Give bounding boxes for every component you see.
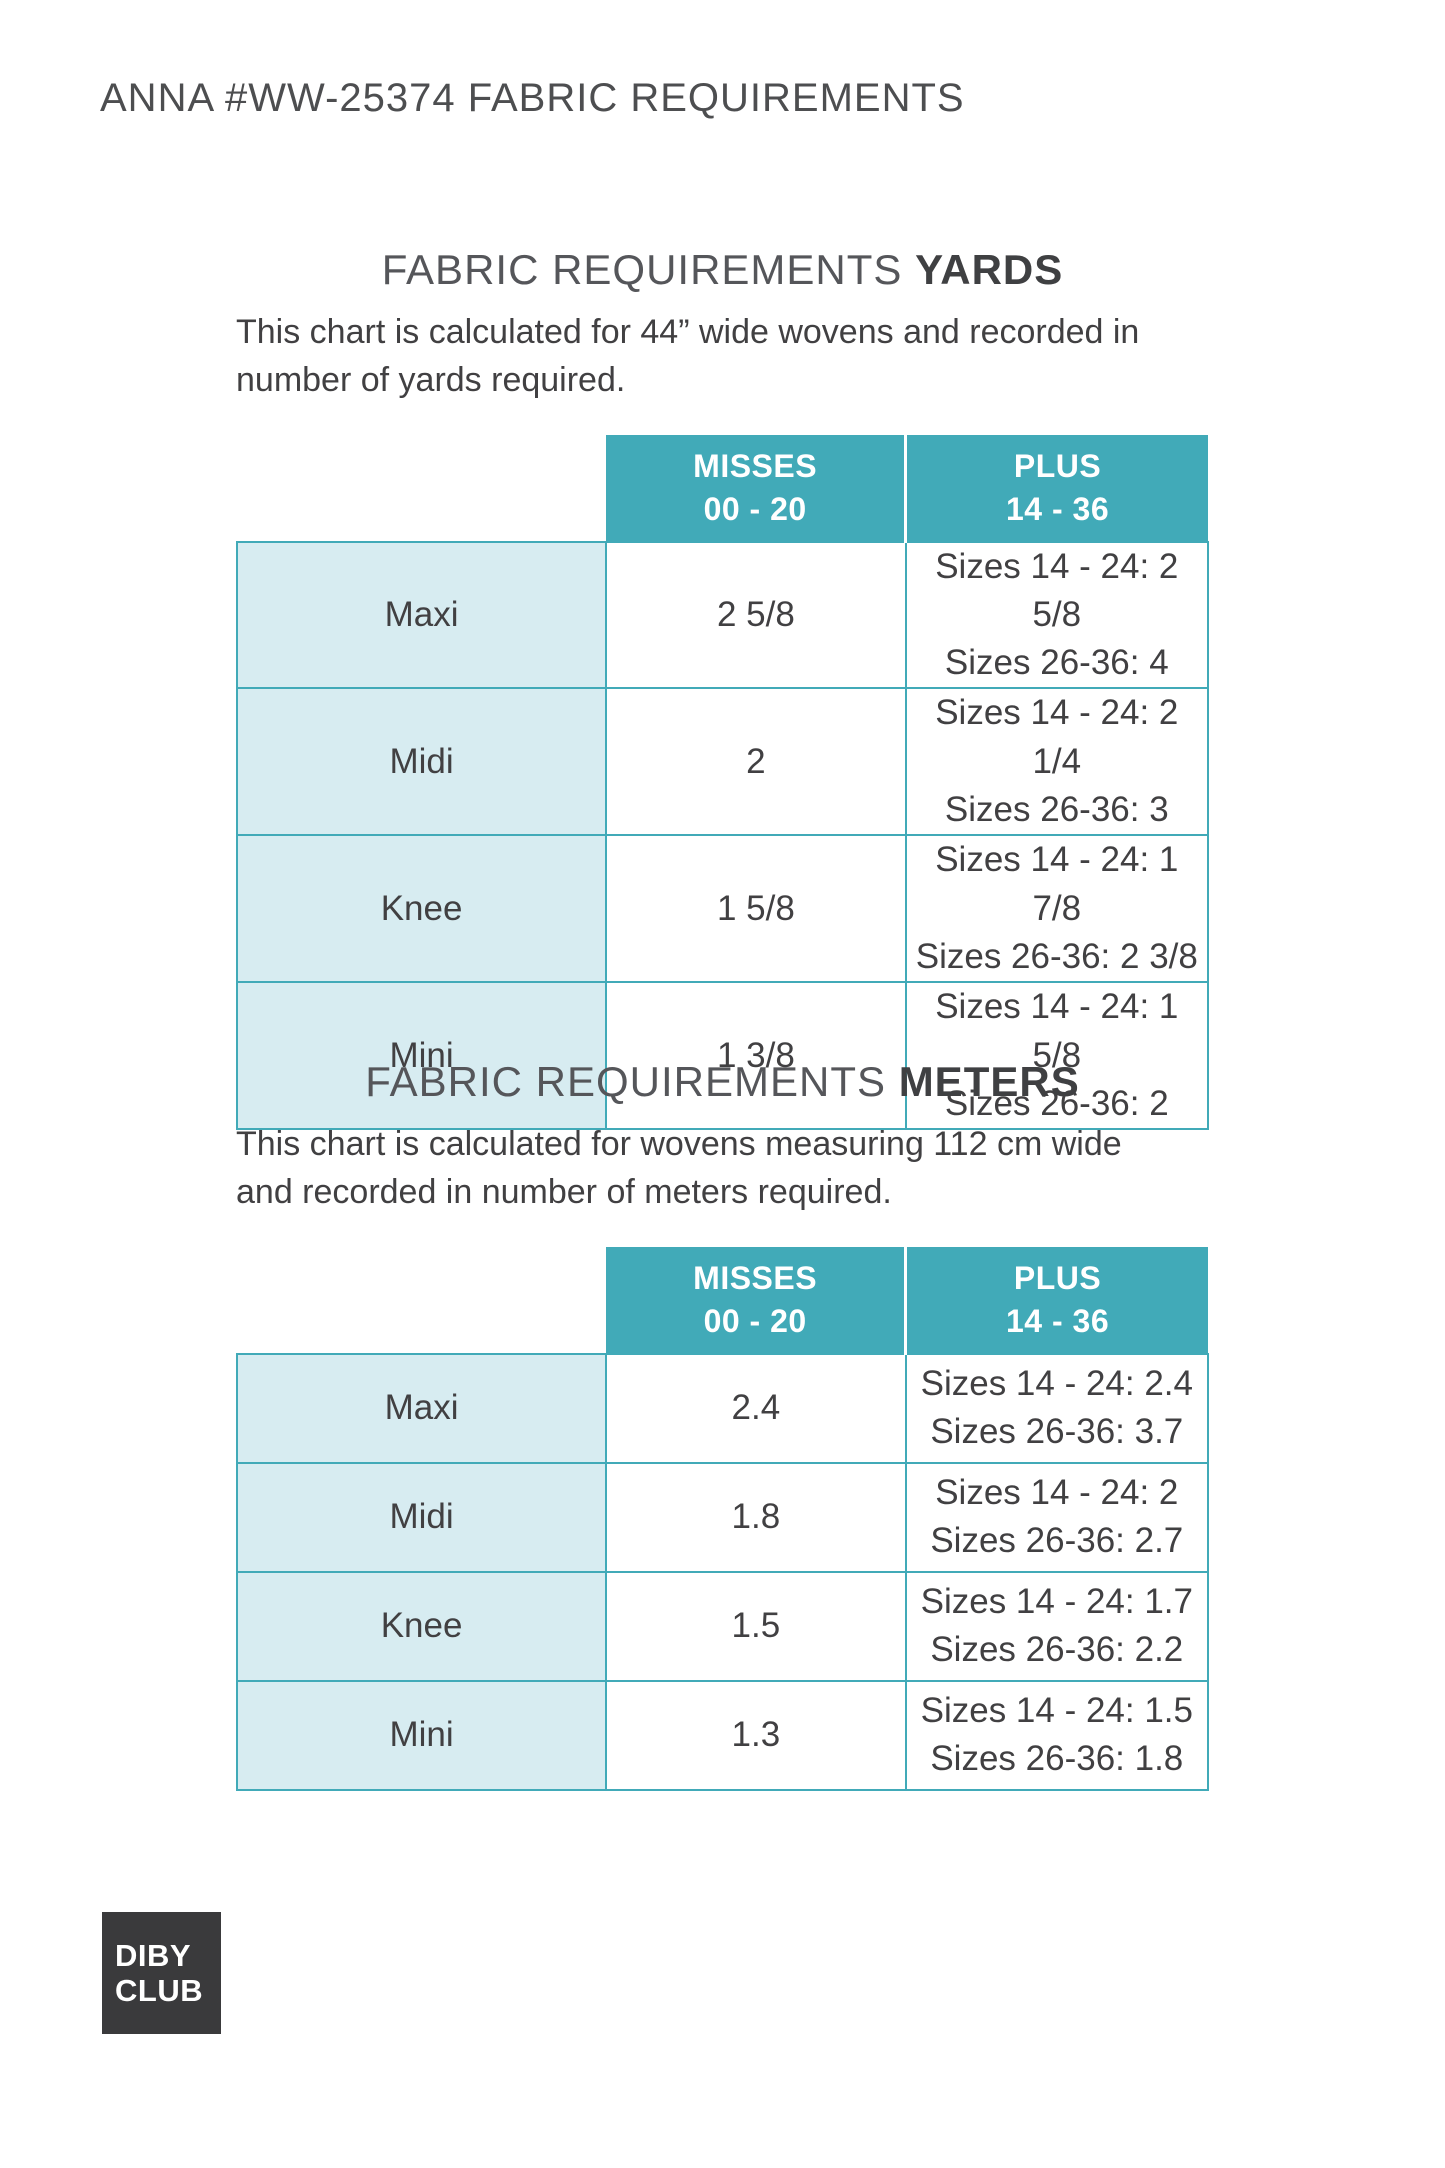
plus-sizes-14-24: Sizes 14 - 24: 1 5/8 — [935, 987, 1179, 1075]
yards-row-mini: Mini 1 3/8 Sizes 14 - 24: 1 5/8 Sizes 26… — [235, 981, 1210, 1131]
plus-value-cell: Sizes 14 - 24: 1 7/8 Sizes 26-36: 2 3/8 — [904, 834, 1210, 984]
plus-sizes-26-36: Sizes 26-36: 2 — [944, 1083, 1169, 1123]
meters-section: FABRIC REQUIREMENTS METERS This chart is… — [235, 1057, 1210, 1791]
plus-sizes-14-24: Sizes 14 - 24: 1.7 — [920, 1581, 1193, 1621]
plus-sizes-26-36: Sizes 26-36: 2 3/8 — [915, 936, 1198, 976]
plus-sizes-14-24: Sizes 14 - 24: 2 5/8 — [935, 546, 1179, 634]
row-label-cell: Maxi — [235, 1352, 608, 1464]
meters-description: This chart is calculated for wovens meas… — [236, 1125, 1122, 1211]
yards-row-maxi: Maxi 2 5/8 Sizes 14 - 24: 2 5/8 Sizes 26… — [235, 540, 1210, 690]
yards-title-emphasis: YARDS — [915, 246, 1064, 293]
yards-row-midi: Midi 2 Sizes 14 - 24: 2 1/4 Sizes 26-36:… — [235, 687, 1210, 837]
page-title: ANNA #WW-25374 FABRIC REQUIREMENTS — [100, 76, 965, 120]
plus-value-cell: Sizes 14 - 24: 2 5/8 Sizes 26-36: 4 — [904, 540, 1210, 690]
plus-sizes-14-24: Sizes 14 - 24: 2 — [935, 1472, 1179, 1512]
plus-sizes-26-36: Sizes 26-36: 3.7 — [930, 1412, 1184, 1452]
plus-value-cell: Sizes 14 - 24: 2 Sizes 26-36: 2.7 — [904, 1461, 1210, 1573]
plus-sizes-14-24: Sizes 14 - 24: 1.5 — [920, 1690, 1193, 1730]
misses-value-cell: 2.4 — [605, 1352, 907, 1464]
row-label-cell: Mini — [235, 981, 608, 1131]
misses-header-title: MISSES — [693, 1260, 818, 1297]
meters-row-knee: Knee 1.5 Sizes 14 - 24: 1.7 Sizes 26-36:… — [235, 1570, 1210, 1682]
plus-header-range: 14 - 36 — [1005, 1302, 1110, 1339]
plus-header-title: PLUS — [1013, 1260, 1102, 1297]
plus-sizes-26-36: Sizes 26-36: 2.7 — [930, 1521, 1184, 1561]
meters-header-row: MISSES 00 - 20 PLUS 14 - 36 — [237, 1246, 1208, 1354]
meters-row-midi: Midi 1.8 Sizes 14 - 24: 2 Sizes 26-36: 2… — [235, 1461, 1210, 1573]
misses-value-cell: 2 — [605, 687, 907, 837]
plus-header-cell: PLUS 14 - 36 — [904, 1246, 1208, 1354]
yards-section-title: FABRIC REQUIREMENTS YARDS — [236, 245, 1209, 295]
logo-line-1: DIBY — [115, 1937, 192, 1973]
meters-title-prefix: FABRIC REQUIREMENTS — [365, 1058, 887, 1105]
row-label-cell: Knee — [235, 834, 608, 984]
meters-title-emphasis: METERS — [898, 1058, 1080, 1105]
plus-value-cell: Sizes 14 - 24: 2 1/4 Sizes 26-36: 3 — [904, 687, 1210, 837]
plus-header-range: 14 - 36 — [1005, 490, 1110, 527]
plus-value-cell: Sizes 14 - 24: 2.4 Sizes 26-36: 3.7 — [904, 1352, 1210, 1464]
misses-header-title: MISSES — [693, 448, 818, 485]
misses-header-cell: MISSES 00 - 20 — [606, 434, 906, 542]
empty-header-cell — [237, 1247, 606, 1354]
misses-value-cell: 1 5/8 — [605, 834, 907, 984]
misses-header-range: 00 - 20 — [703, 490, 807, 527]
plus-sizes-14-24: Sizes 14 - 24: 2 1/4 — [935, 693, 1179, 781]
diby-club-logo: DIBY CLUB — [102, 1912, 221, 2034]
plus-sizes-26-36: Sizes 26-36: 4 — [944, 643, 1169, 683]
plus-sizes-14-24: Sizes 14 - 24: 2.4 — [920, 1363, 1193, 1403]
row-label-cell: Maxi — [235, 540, 608, 690]
misses-value-cell: 1.8 — [605, 1461, 907, 1573]
logo-line-2: CLUB — [115, 1973, 204, 2008]
plus-value-cell: Sizes 14 - 24: 1.7 Sizes 26-36: 2.2 — [904, 1570, 1210, 1682]
yards-table: MISSES 00 - 20 PLUS 14 - 36 Maxi 2 5/8 S… — [235, 434, 1210, 1131]
plus-header-title: PLUS — [1013, 448, 1102, 485]
yards-title-prefix: FABRIC REQUIREMENTS — [381, 246, 903, 293]
plus-value-cell: Sizes 14 - 24: 1.5 Sizes 26-36: 1.8 — [904, 1679, 1210, 1791]
meters-table: MISSES 00 - 20 PLUS 14 - 36 Maxi 2.4 Siz… — [235, 1246, 1210, 1791]
row-label-cell: Midi — [235, 687, 608, 837]
row-label-cell: Mini — [235, 1679, 608, 1791]
misses-value-cell: 1.3 — [605, 1679, 907, 1791]
misses-value-cell: 2 5/8 — [605, 540, 907, 690]
yards-row-knee: Knee 1 5/8 Sizes 14 - 24: 1 7/8 Sizes 26… — [235, 834, 1210, 984]
plus-sizes-26-36: Sizes 26-36: 2.2 — [930, 1630, 1184, 1670]
plus-sizes-14-24: Sizes 14 - 24: 1 7/8 — [935, 840, 1179, 928]
misses-value-cell: 1 3/8 — [605, 981, 907, 1131]
meters-row-mini: Mini 1.3 Sizes 14 - 24: 1.5 Sizes 26-36:… — [235, 1679, 1210, 1791]
yards-section: FABRIC REQUIREMENTS YARDS This chart is … — [235, 245, 1210, 1131]
plus-sizes-26-36: Sizes 26-36: 3 — [944, 790, 1169, 830]
yards-description: This chart is calculated for 44” wide wo… — [236, 313, 1140, 399]
empty-header-cell — [237, 435, 606, 542]
misses-header-range: 00 - 20 — [703, 1302, 807, 1339]
plus-header-cell: PLUS 14 - 36 — [904, 434, 1208, 542]
yards-header-row: MISSES 00 - 20 PLUS 14 - 36 — [237, 434, 1208, 542]
meters-row-maxi: Maxi 2.4 Sizes 14 - 24: 2.4 Sizes 26-36:… — [235, 1352, 1210, 1464]
plus-sizes-26-36: Sizes 26-36: 1.8 — [930, 1739, 1184, 1779]
row-label-cell: Midi — [235, 1461, 608, 1573]
row-label-cell: Knee — [235, 1570, 608, 1682]
misses-value-cell: 1.5 — [605, 1570, 907, 1682]
meters-section-title: FABRIC REQUIREMENTS METERS — [236, 1057, 1209, 1107]
misses-header-cell: MISSES 00 - 20 — [606, 1246, 906, 1354]
plus-value-cell: Sizes 14 - 24: 1 5/8 Sizes 26-36: 2 — [904, 981, 1210, 1131]
